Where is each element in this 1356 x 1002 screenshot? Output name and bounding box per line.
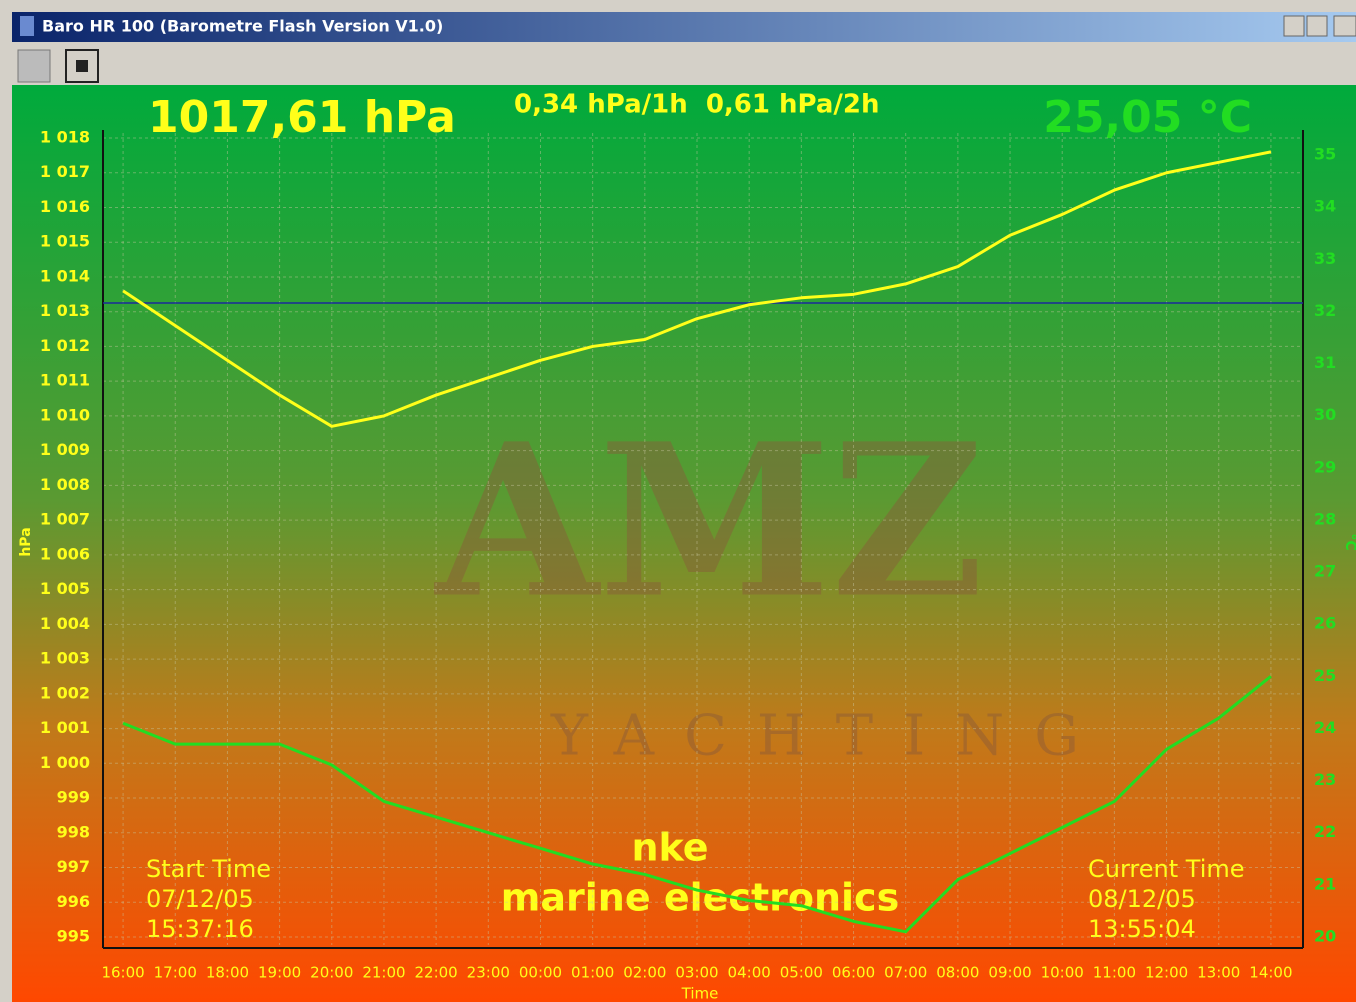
x-tick-label: 14:00: [1249, 964, 1292, 982]
current-date: 08/12/05: [1088, 885, 1196, 913]
x-tick-label: 08:00: [936, 964, 979, 982]
x-tick-label: 18:00: [206, 964, 249, 982]
x-tick-label: 11:00: [1093, 964, 1136, 982]
x-tick-label: 12:00: [1145, 964, 1188, 982]
start-date: 07/12/05: [146, 885, 254, 913]
y2-tick-label: 24: [1314, 718, 1336, 737]
y2-tick-label: 20: [1314, 927, 1336, 946]
y2-tick-label: 28: [1314, 509, 1336, 528]
y-axis-label: hPa: [18, 527, 34, 556]
y2-tick-label: 22: [1314, 822, 1336, 841]
series-line: [122, 150, 1272, 428]
y2-tick-label: 27: [1314, 562, 1336, 581]
tool-icon: [76, 60, 88, 72]
chart: AMZ YACHTING 1017,61 hPa 0,34 hPa/1h 0,6…: [18, 90, 1356, 1002]
window-buttons[interactable]: [1283, 15, 1356, 37]
app-icon: [20, 16, 34, 36]
x-axis-label: Time: [681, 985, 719, 1002]
x-tick-label: 04:00: [728, 964, 771, 982]
y-tick-label: 1 000: [40, 753, 90, 772]
y-tick-label: 995: [57, 927, 90, 946]
x-tick-label: 03:00: [675, 964, 718, 982]
y-tick-label: 1 011: [40, 371, 90, 390]
start-time: 15:37:16: [146, 915, 254, 943]
y-tick-label: 1 010: [40, 405, 90, 424]
y-tick-label: 1 005: [40, 579, 90, 598]
x-tick-label: 05:00: [780, 964, 823, 982]
y2-axis-label: °C: [1342, 533, 1356, 550]
tool-button[interactable]: [65, 49, 99, 83]
y-tick-label: 1 016: [40, 197, 90, 216]
y-tick-label: 1 014: [40, 266, 90, 285]
x-tick-label: 22:00: [415, 964, 458, 982]
x-tick-label: 07:00: [884, 964, 927, 982]
x-tick-label: 02:00: [623, 964, 666, 982]
y-tick-label: 1 018: [40, 128, 90, 147]
y2-tick-label: 33: [1314, 249, 1336, 268]
x-tick-label: 09:00: [988, 964, 1031, 982]
x-tick-label: 16:00: [101, 964, 144, 982]
y-tick-label: 1 007: [40, 510, 90, 529]
pressure-readout: 1017,61 hPa: [148, 92, 456, 143]
y-tick-label: 998: [57, 822, 90, 841]
x-tick-label: 00:00: [519, 964, 562, 982]
trend-readout: 0,34 hPa/1h 0,61 hPa/2h: [514, 90, 880, 120]
y-tick-label: 1 009: [40, 440, 90, 459]
chart-background: [12, 85, 1356, 1002]
y-tick-label: 1 001: [40, 718, 90, 737]
y-tick-label: 1 013: [40, 301, 90, 320]
y-tick-label: 1 004: [40, 614, 90, 633]
y-tick-label: 999: [57, 788, 90, 807]
brand-line: marine electronics: [501, 876, 899, 920]
x-tick-label: 19:00: [258, 964, 301, 982]
x-tick-label: 06:00: [832, 964, 875, 982]
y2-tick-label: 25: [1314, 666, 1336, 685]
x-tick-label: 10:00: [1041, 964, 1084, 982]
y-tick-label: 1 008: [40, 475, 90, 494]
watermark-sub: YACHTING: [550, 704, 1109, 769]
y-tick-label: 996: [57, 892, 90, 911]
y2-tick-label: 34: [1314, 197, 1336, 216]
x-tick-label: 13:00: [1197, 964, 1240, 982]
close-button[interactable]: [1333, 15, 1356, 37]
series-line: [122, 675, 1272, 934]
y2-tick-label: 29: [1314, 457, 1336, 476]
current-time: 13:55:04: [1088, 915, 1196, 943]
window-title: Baro HR 100 (Barometre Flash Version V1.…: [42, 17, 443, 36]
title-bar: [12, 12, 1356, 42]
y2-tick-label: 23: [1314, 770, 1336, 789]
y-tick-label: 997: [57, 857, 90, 876]
watermark: AMZ: [434, 398, 985, 645]
x-tick-label: 21:00: [362, 964, 405, 982]
temperature-readout: 25,05 °C: [1043, 92, 1252, 143]
start-label: Start Time: [146, 855, 271, 883]
x-tick-label: 20:00: [310, 964, 353, 982]
tool-button[interactable]: [17, 49, 51, 83]
y-tick-label: 1 012: [40, 336, 90, 355]
y2-tick-label: 31: [1314, 353, 1336, 372]
y-tick-label: 1 006: [40, 544, 90, 563]
y-tick-label: 1 002: [40, 683, 90, 702]
y2-tick-label: 35: [1314, 145, 1336, 164]
current-label: Current Time: [1088, 855, 1245, 883]
x-tick-label: 01:00: [571, 964, 614, 982]
y-tick-label: 1 017: [40, 162, 90, 181]
y2-tick-label: 30: [1314, 405, 1336, 424]
y2-tick-label: 32: [1314, 301, 1336, 320]
toolbar: [12, 42, 1356, 85]
maximize-button[interactable]: [1306, 15, 1328, 37]
y-tick-label: 1 003: [40, 649, 90, 668]
brand-name: nke: [631, 826, 708, 870]
y2-tick-label: 26: [1314, 614, 1336, 633]
y-tick-label: 1 015: [40, 232, 90, 251]
x-tick-label: 23:00: [467, 964, 510, 982]
y2-tick-label: 21: [1314, 874, 1336, 893]
minimize-button[interactable]: [1283, 15, 1305, 37]
x-tick-label: 17:00: [154, 964, 197, 982]
